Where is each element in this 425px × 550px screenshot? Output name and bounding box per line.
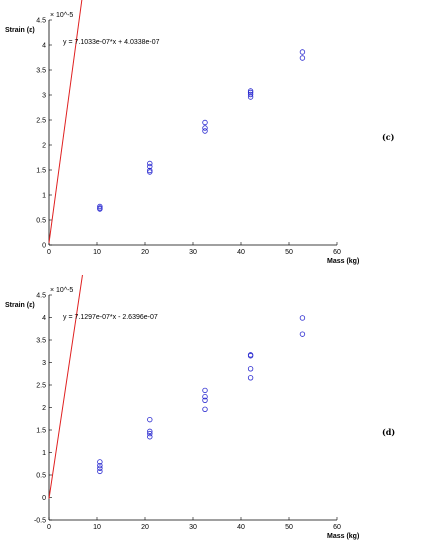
chart-d-data-point [247, 375, 254, 381]
chart-c-y-exponent: × 10^-5 [50, 12, 73, 19]
chart-c-y-tick-label: 0.5 [36, 218, 46, 225]
chart-d-data-point [97, 465, 103, 471]
chart-d-fit-line [48, 275, 83, 499]
chart-d-data-point [299, 315, 306, 321]
chart-d-data-point [147, 434, 153, 440]
chart-c-y-tick-label: 4 [42, 43, 46, 50]
chart-c-x-tick-label: 30 [189, 249, 197, 256]
chart-c-data-point [202, 128, 208, 134]
chart-c-data-point [247, 91, 254, 98]
chart-d-x-tick-label: 50 [285, 524, 293, 531]
chart-d-y-tick-label: 1.5 [36, 428, 46, 435]
chart-c-x-tick-label: 0 [47, 249, 51, 256]
chart-d-data-point [202, 393, 208, 400]
chart-c-data-point [247, 88, 254, 94]
chart-c-y-tick-label: 2.5 [36, 118, 46, 125]
chart-c-data-point [97, 203, 103, 210]
chart-d-data-point [97, 459, 103, 465]
chart-d-data-point [97, 468, 103, 475]
chart-c-data-point [202, 125, 208, 131]
chart-c-x-tick-label: 60 [333, 249, 341, 256]
chart-c-data-point [299, 49, 306, 55]
chart-c-data-point [97, 205, 103, 211]
chart-c-y-tick-label: 0 [42, 243, 46, 250]
chart-d-data-point [202, 397, 208, 403]
chart-d-equation: y = 7.1297e-07*x - 2.6396e-07 [63, 314, 158, 321]
chart-d-data-point [202, 406, 208, 412]
chart-c-x-tick-label: 40 [237, 249, 245, 256]
chart-d-panel-label: (d) [382, 427, 395, 437]
chart-c-x-tick-label: 50 [285, 249, 293, 256]
chart-c-data-point [147, 167, 153, 174]
chart-panel-d: 0 10 20 30 40 50 60 -0.5 0 0.5 1 1.5 2 2.5 3 3.5 4 4.5 × 1… [0, 275, 425, 550]
chart-d-y-tick-label: 0.5 [36, 473, 46, 480]
chart-d-x-tick-label: 10 [93, 524, 101, 531]
chart-d-y-exponent: × 10^-5 [50, 287, 73, 294]
chart-c-fit-line [48, 0, 83, 244]
chart-c-y-axis-label: Strain (ε) [5, 27, 35, 34]
chart-c-x-tick-label: 10 [93, 249, 101, 256]
chart-d-data-point [202, 387, 208, 394]
chart-d-data-point [147, 428, 153, 435]
chart-d-data-point [147, 430, 153, 437]
chart-d-x-tick-label: 30 [189, 524, 197, 531]
chart-d-y-tick-label: 4.5 [36, 293, 46, 300]
chart-d-y-tick-label: 4 [42, 315, 46, 322]
chart-d-data-point [247, 352, 254, 358]
chart-d-y-tick-label: 3.5 [36, 338, 46, 345]
chart-d-data-point [299, 331, 306, 337]
chart-d-data-point [97, 462, 103, 469]
chart-d-data-point [147, 416, 153, 423]
chart-c-data-point [147, 169, 153, 175]
chart-c-y-tick-label: 1.5 [36, 168, 46, 175]
chart-panel-c: 0 10 20 30 40 50 60 0 0.5 1 1.5 2 2.5 3 3.5 4 4.5 × 10^-5… [5, 0, 395, 265]
chart-c-y-tick-label: 1 [42, 193, 46, 200]
chart-d-y-tick-label: 3 [42, 360, 46, 367]
chart-c-y-tick-label: 2 [42, 143, 46, 150]
chart-c-y-tick-label: 4.5 [36, 18, 46, 25]
chart-c-y-tick-label: 3.5 [36, 68, 46, 75]
chart-c-panel-label: (c) [382, 132, 395, 142]
chart-c-data-point [202, 119, 208, 126]
chart-c-svg: 0 10 20 30 40 50 60 0 0.5 1 1.5 2 2.5 3 3.5 4 4.5 × 10^-5… [5, 0, 395, 265]
chart-c-data-point [147, 160, 153, 167]
chart-c-data-point [299, 55, 306, 61]
chart-c-x-axis-label: Mass (kg) [327, 258, 359, 265]
chart-d-y-tick-label: 1 [42, 450, 46, 457]
chart-d-y-tick-label: 2 [42, 405, 46, 412]
chart-d-y-tick-label: -0.5 [34, 518, 46, 525]
chart-c-equation: y = 7.1033e-07*x + 4.0338e-07 [63, 39, 160, 46]
chart-d-x-axis-label: Mass (kg) [327, 533, 359, 540]
chart-d-svg: 0 10 20 30 40 50 60-0.500.511.522.533.544.5× 1… [5, 275, 395, 540]
chart-d-x-tick-label: 0 [47, 524, 51, 531]
chart-d-y-tick-label: 2.5 [36, 383, 46, 390]
chart-d-y-axis-label: Strain (ε) [5, 302, 35, 309]
chart-d-x-tick-label: 20 [141, 524, 149, 531]
chart-c-y-tick-label: 3 [42, 93, 46, 100]
chart-d-data-point [247, 366, 254, 372]
chart-c-data-point [247, 89, 254, 96]
chart-d-x-tick-label: 40 [237, 524, 245, 531]
chart-d-x-tick-label: 60 [333, 524, 341, 531]
chart-d-y-tick-label: 0 [42, 495, 46, 502]
chart-c-data-point [147, 163, 153, 170]
chart-c-x-tick-label: 20 [141, 249, 149, 256]
